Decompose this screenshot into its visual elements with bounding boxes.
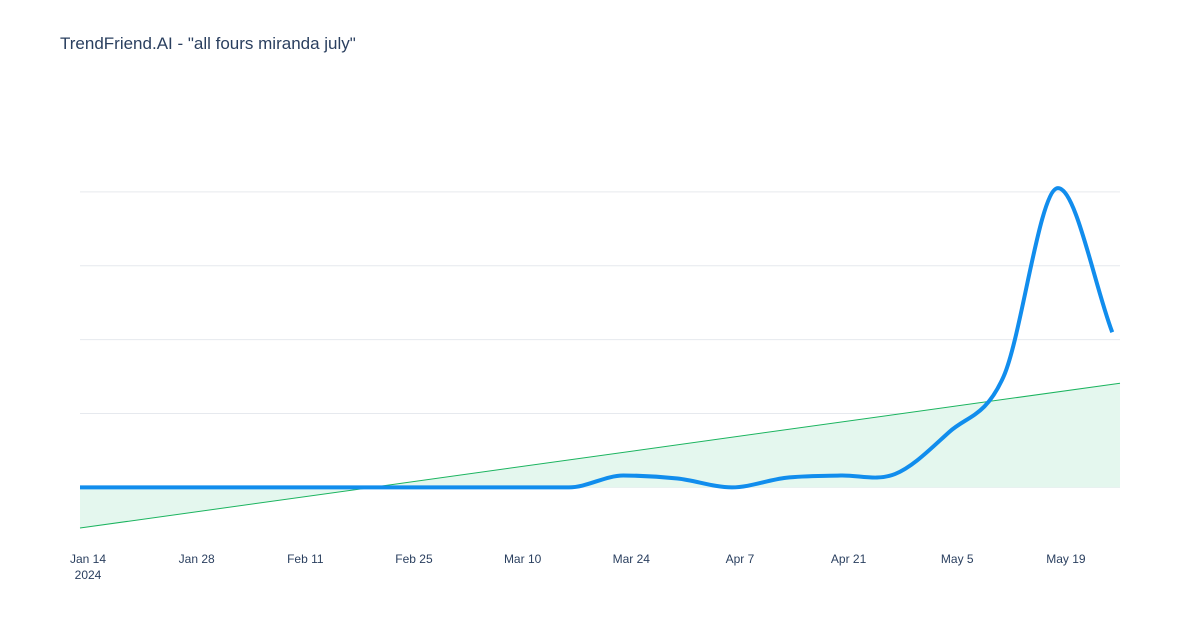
trend-line [79, 382, 1121, 529]
x-tick-label: Apr 7 [726, 552, 755, 566]
x-tick-label: May 19 [1046, 552, 1086, 566]
interest-line [80, 186, 1115, 490]
x-tick-label: Apr 21 [831, 552, 867, 566]
trend-layer [79, 382, 1121, 529]
chart-title: TrendFriend.AI - "all fours miranda july… [60, 34, 356, 53]
x-tick-label: Jan 14 [70, 552, 106, 566]
x-tick-label: Jan 28 [179, 552, 215, 566]
x-tick-label: Feb 25 [395, 552, 433, 566]
x-tick-label: Mar 24 [613, 552, 651, 566]
x-tick-label: May 5 [941, 552, 974, 566]
x-tick-sublabel: 2024 [75, 568, 102, 582]
series-layer [80, 186, 1115, 490]
x-tick-label: Mar 10 [504, 552, 542, 566]
x-tick-label: Feb 11 [287, 552, 324, 566]
x-axis: Jan 14 2024 Jan 28 Feb 11 Feb 25 Mar 10 Mar 24… [70, 552, 1086, 582]
